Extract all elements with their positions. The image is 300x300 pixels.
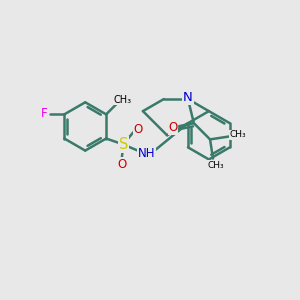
Text: F: F <box>41 107 48 120</box>
Text: CH₃: CH₃ <box>208 160 224 169</box>
Text: S: S <box>118 137 128 152</box>
Text: CH₃: CH₃ <box>229 130 246 140</box>
Text: O: O <box>117 158 126 171</box>
Text: O: O <box>134 123 143 136</box>
Text: O: O <box>169 121 178 134</box>
Text: CH₃: CH₃ <box>114 94 132 105</box>
Text: N: N <box>183 91 193 104</box>
Text: NH: NH <box>137 147 155 160</box>
